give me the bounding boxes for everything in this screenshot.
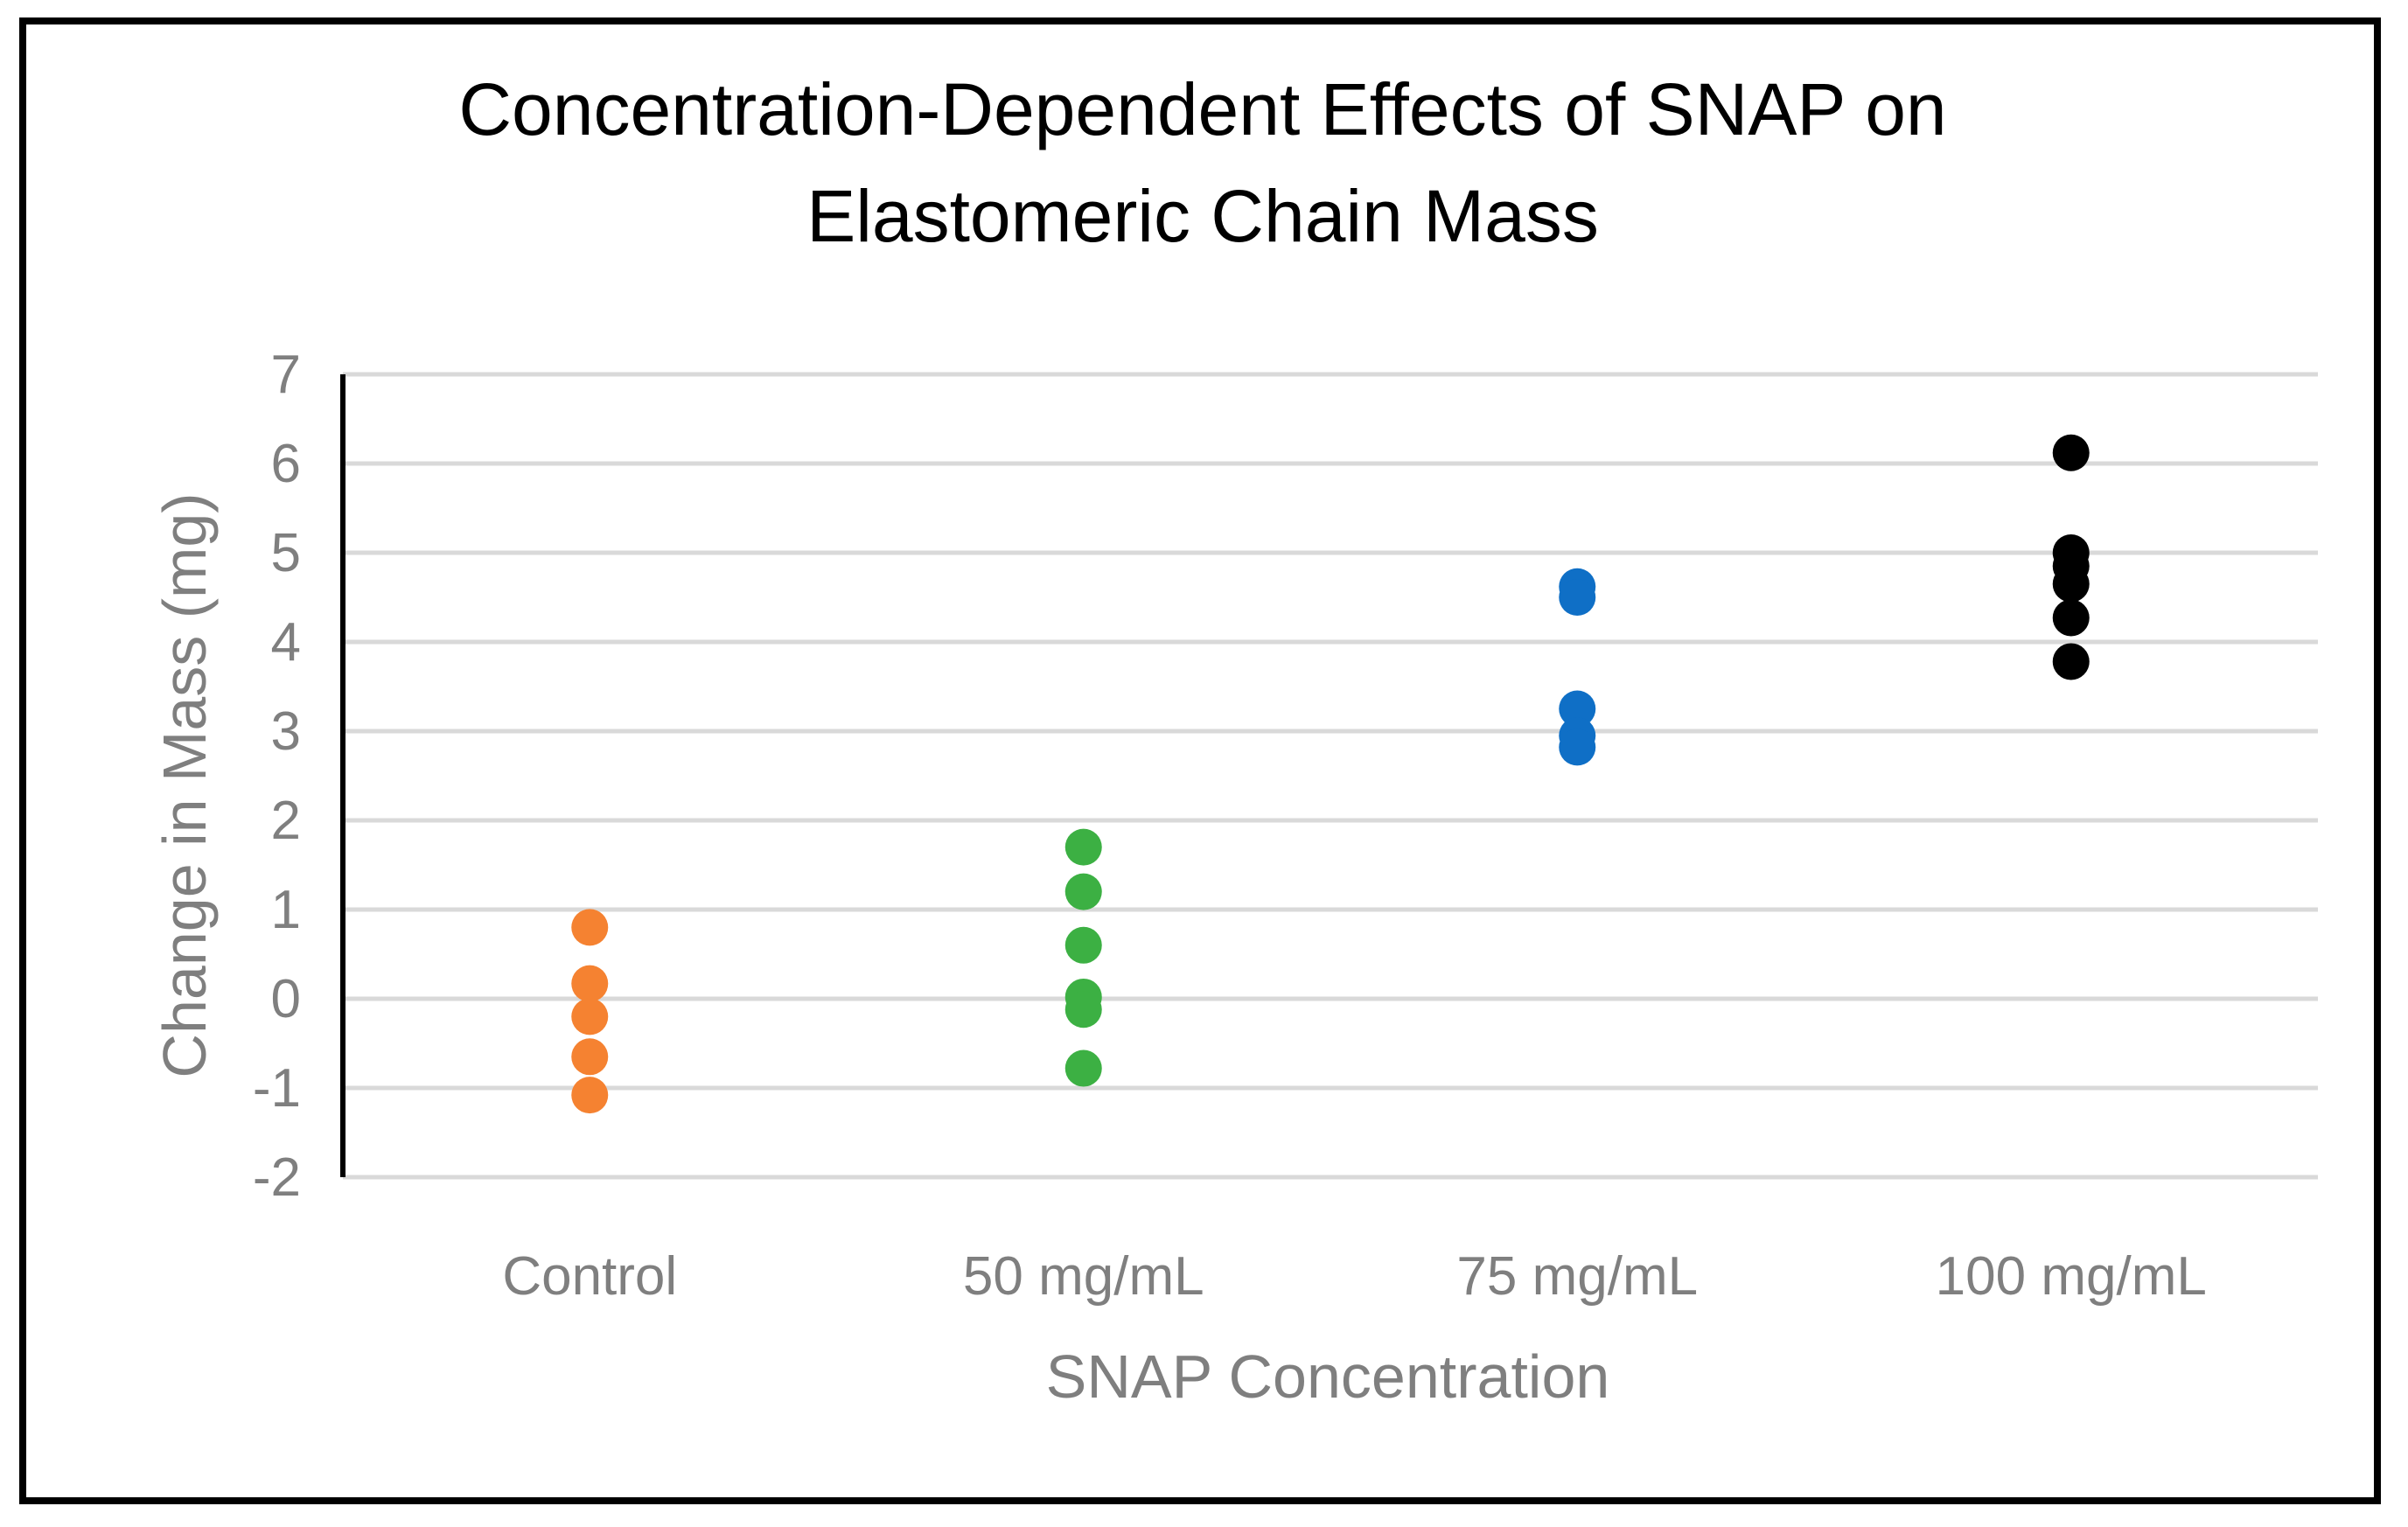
data-point-0-1	[571, 965, 609, 1002]
data-point-1-4	[1064, 991, 1102, 1028]
chart-title-line-1: Concentration-Dependent Effects of SNAP …	[458, 68, 1946, 150]
y-tick-label-0: -2	[253, 1147, 301, 1208]
y-tick-label-4: 2	[271, 791, 301, 851]
data-point-1-5	[1064, 1049, 1102, 1087]
x-tick-label-0: Control	[502, 1246, 677, 1307]
y-axis-title: Change in Mass (mg)	[150, 492, 219, 1077]
y-axis-ticks: -2 -1 0 1 2 3 4 5 6 7	[253, 345, 301, 1208]
data-point-1-2	[1064, 926, 1102, 964]
data-points	[571, 434, 2090, 1114]
y-tick-label-1: -1	[253, 1058, 301, 1119]
chart-frame: Concentration-Dependent Effects of SNAP …	[19, 17, 2381, 1504]
data-point-3-0	[2052, 434, 2090, 471]
grid-lines	[343, 372, 2318, 1180]
x-tick-label-1: 50 mg/mL	[963, 1246, 1204, 1307]
data-point-0-2	[571, 998, 609, 1035]
y-tick-label-3: 1	[271, 880, 301, 940]
data-point-3-4	[2052, 599, 2090, 637]
y-tick-label-9: 7	[271, 345, 301, 405]
chart-title: Concentration-Dependent Effects of SNAP …	[458, 68, 1946, 257]
chart-title-line-2: Elastomeric Chain Mass	[806, 175, 1599, 257]
data-point-3-3	[2052, 565, 2090, 603]
x-tick-label-2: 75 mg/mL	[1456, 1246, 1698, 1307]
data-point-0-4	[571, 1077, 609, 1114]
data-point-2-2	[1559, 690, 1596, 728]
y-tick-label-8: 6	[271, 434, 301, 494]
data-point-1-0	[1064, 828, 1102, 866]
x-tick-label-3: 100 mg/mL	[1936, 1246, 2207, 1307]
y-tick-label-2: 0	[271, 969, 301, 1029]
y-tick-label-6: 4	[271, 612, 301, 673]
chart-svg: Concentration-Dependent Effects of SNAP …	[150, 68, 2318, 1411]
x-axis-ticks: Control 50 mg/mL 75 mg/mL 100 mg/mL	[502, 1246, 2207, 1307]
data-point-0-3	[571, 1038, 609, 1076]
data-point-1-1	[1064, 873, 1102, 910]
y-tick-label-5: 3	[271, 701, 301, 762]
x-axis-title: SNAP Concentration	[1046, 1342, 1610, 1411]
data-point-0-0	[571, 909, 609, 946]
y-tick-label-7: 5	[271, 523, 301, 583]
data-point-2-4	[1559, 729, 1596, 766]
data-point-3-5	[2052, 643, 2090, 680]
data-point-2-1	[1559, 579, 1596, 616]
